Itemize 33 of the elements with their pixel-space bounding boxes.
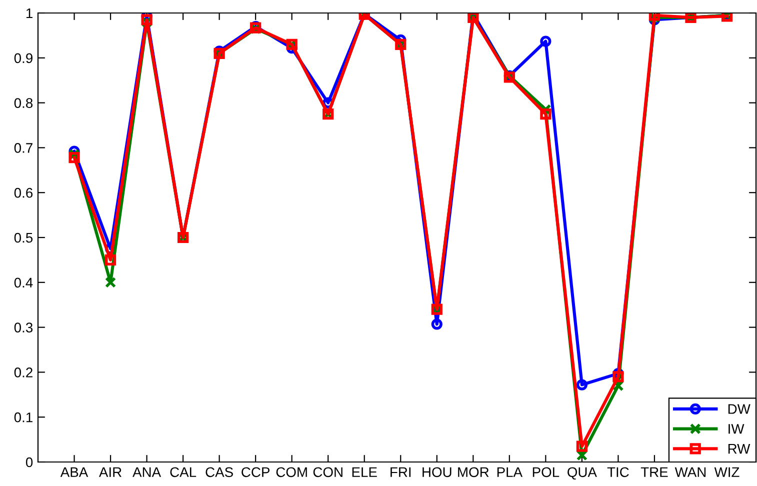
y-tick-label: 0.5	[14, 232, 33, 243]
y-tick-label: 0.9	[14, 53, 32, 64]
x-tick-label: HOU	[422, 467, 452, 478]
x-tick-label: CAS	[206, 467, 233, 478]
x-tick-label: POL	[532, 467, 560, 478]
y-tick-label: 0.7	[14, 143, 32, 153]
x-tick-label: FRI	[390, 467, 411, 477]
y-tick-label: 0.4	[14, 278, 33, 288]
x-tick-label: COM	[276, 467, 307, 478]
y-tick-label: 0.2	[14, 368, 32, 378]
x-tick-label: WIZ	[714, 467, 740, 477]
y-tick-label: 1	[26, 8, 32, 18]
x-tick-label: ANA	[132, 467, 162, 477]
x-tick-label: PLA	[497, 467, 523, 477]
x-tick-label: ELE	[352, 467, 377, 477]
y-tick-label: 0.8	[14, 98, 33, 108]
legend-label: RW	[728, 444, 750, 454]
legend-label: DW	[728, 404, 750, 414]
x-tick-label: MOR	[458, 467, 489, 478]
x-tick-label: CCP	[242, 467, 270, 478]
x-tick-label: CAL	[170, 467, 196, 478]
x-tick-label: AIR	[98, 467, 122, 477]
y-tick-label: 0.6	[14, 188, 33, 198]
x-tick-label: CON	[313, 467, 342, 478]
x-tick-label: TRE	[640, 467, 668, 477]
x-tick-label: ABA	[60, 467, 88, 477]
legend-label: IW	[728, 424, 744, 434]
y-tick-label: 0.1	[14, 412, 32, 422]
y-tick-label: 0.3	[14, 322, 33, 332]
x-tick-label: TIC	[607, 467, 629, 478]
x-tick-label: QUA	[568, 467, 597, 480]
y-tick-label: 0	[26, 457, 33, 468]
x-tick-label: WAN	[674, 467, 706, 477]
